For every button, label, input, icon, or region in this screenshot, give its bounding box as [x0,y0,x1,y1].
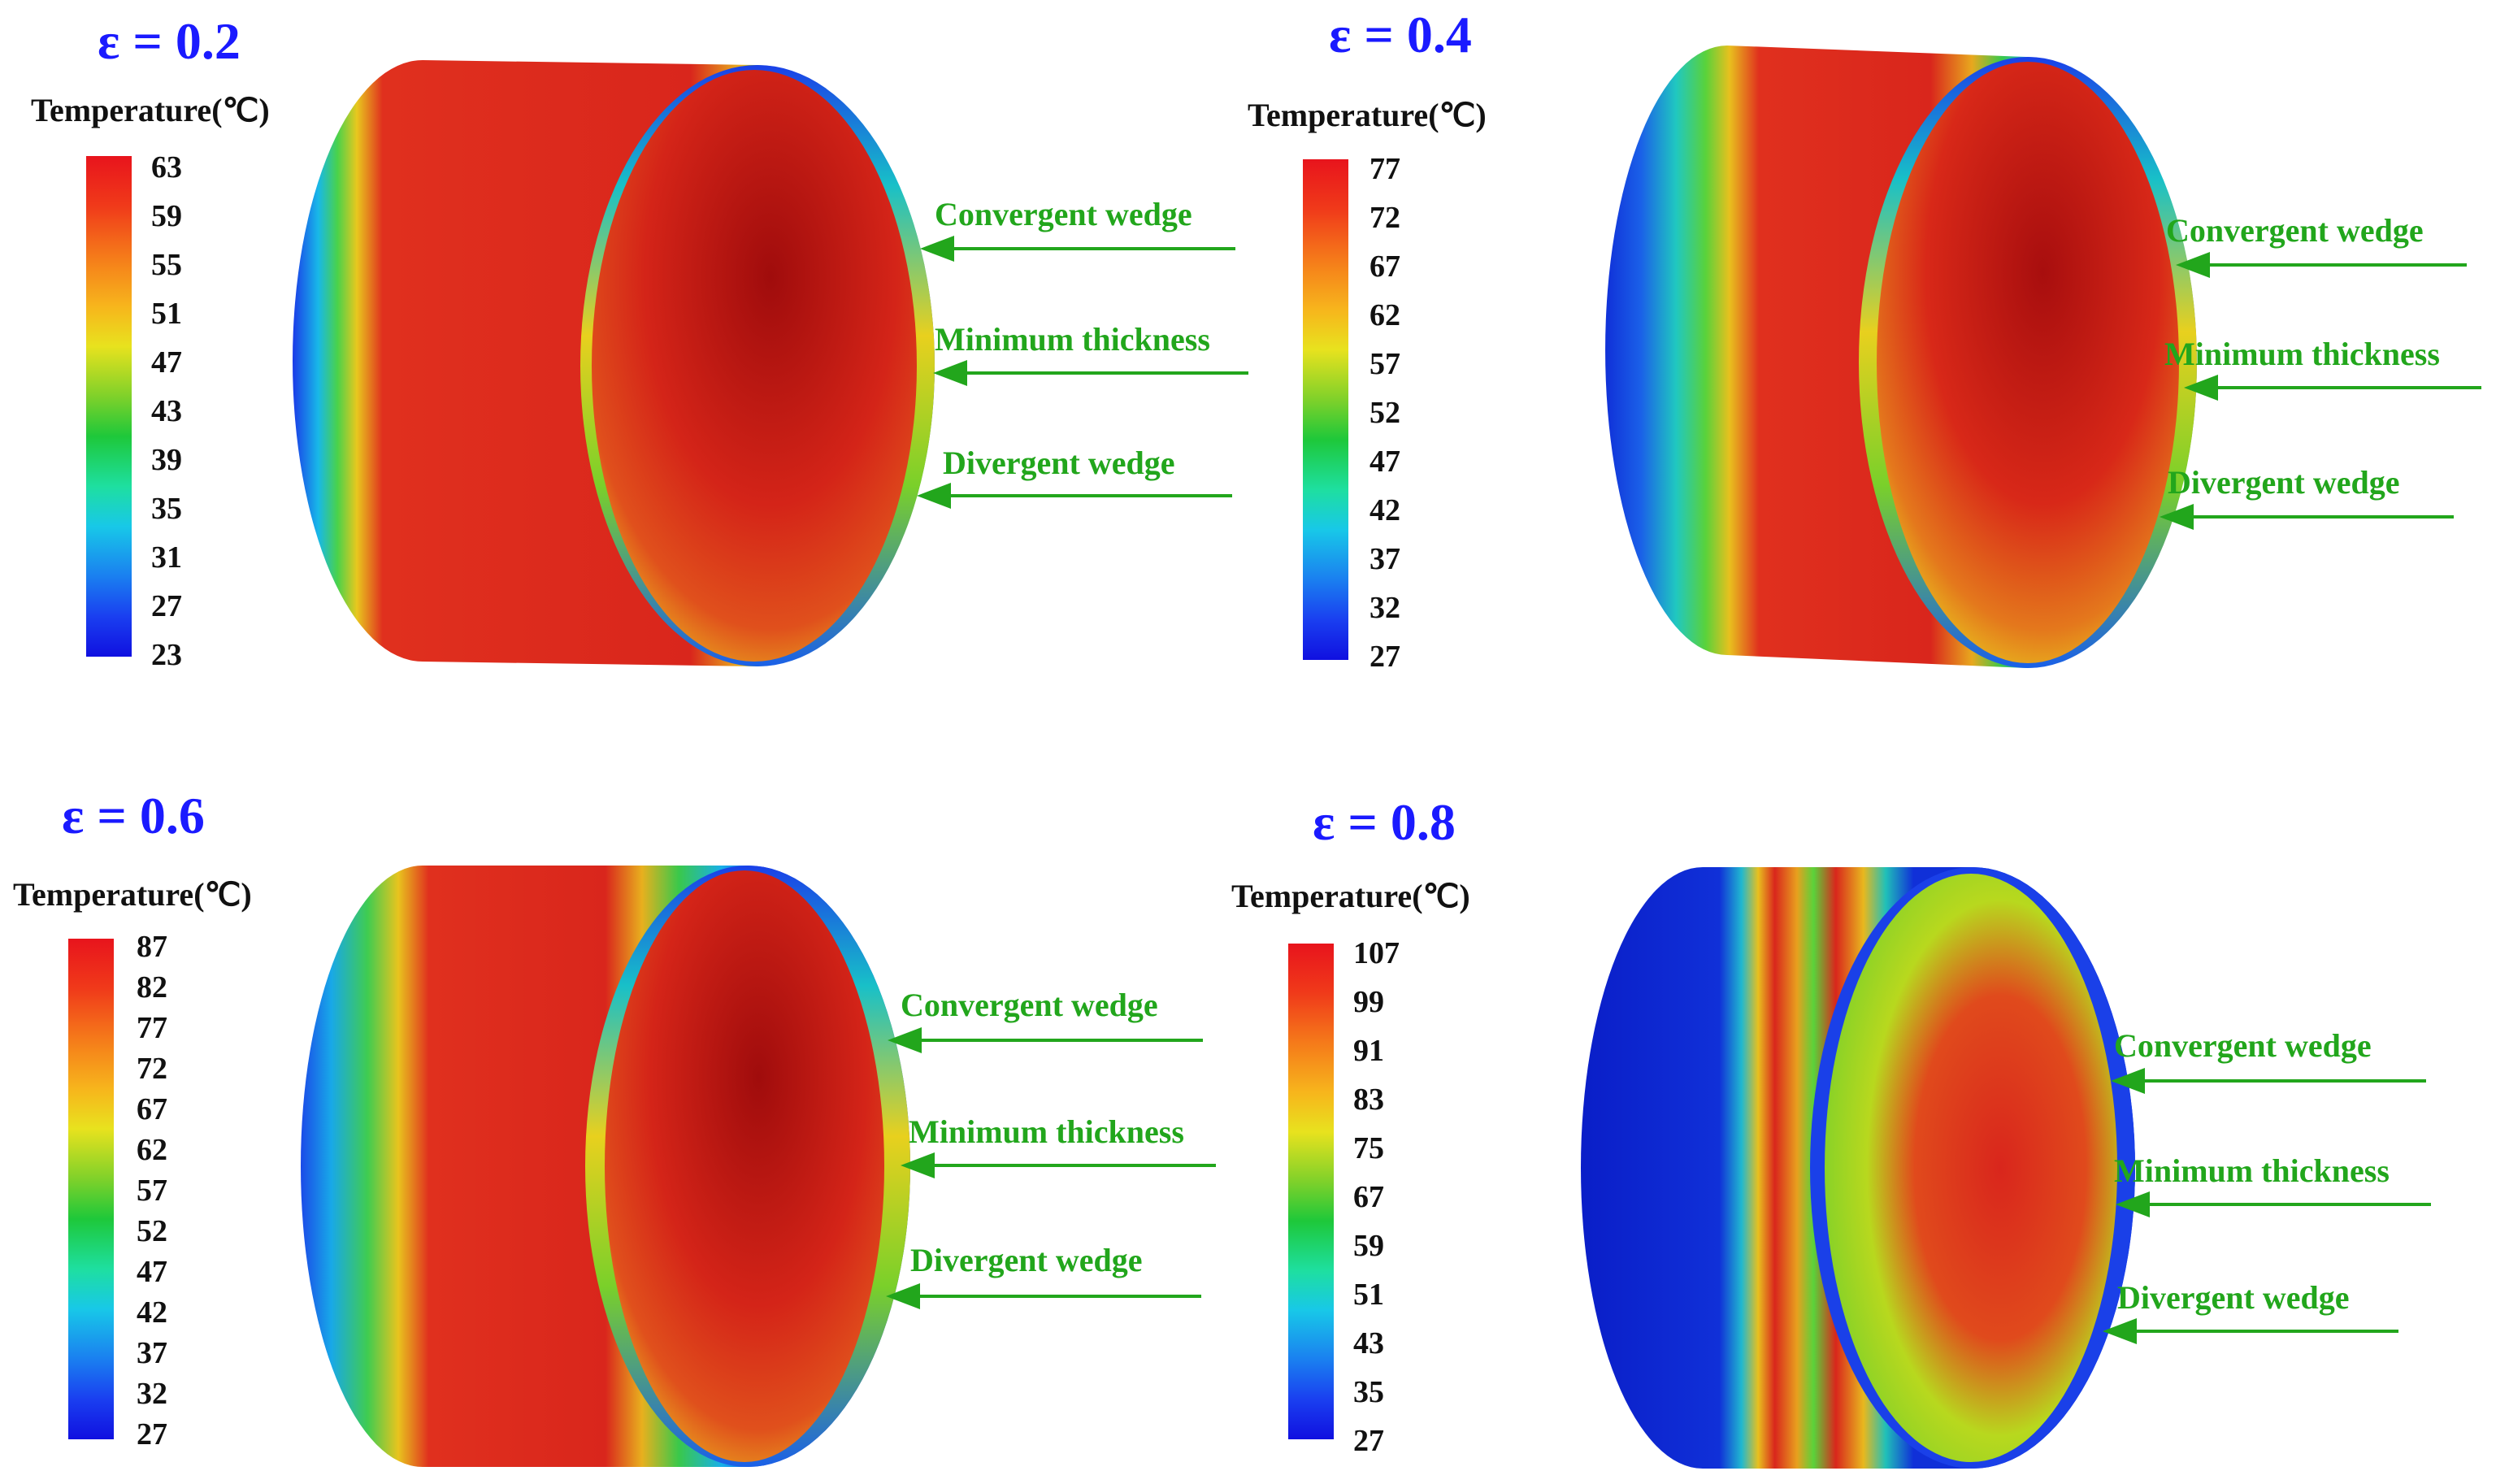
tick-label: 47 [151,345,182,380]
tick-label: 99 [1353,985,1384,1019]
epsilon-label: ε = 0.6 [62,787,205,844]
tick-label: 107 [1353,936,1400,970]
tick-label: 43 [151,394,182,428]
tick-label: 39 [151,443,182,477]
tick-label: 27 [1353,1424,1384,1458]
divergent-wedge-label: Divergent wedge [2117,1279,2350,1316]
tick-label: 47 [137,1255,167,1289]
annotation-arrows [886,1027,1216,1309]
epsilon-label: ε = 0.8 [1313,793,1456,851]
tick-label: 32 [137,1377,167,1411]
tick-label: 91 [1353,1034,1384,1068]
tick-label: 27 [1370,640,1400,674]
colorbar [1303,159,1348,660]
legend-title: Temperature(℃) [1231,878,1470,914]
tick-label: 72 [1370,201,1400,235]
tick-label: 52 [137,1214,167,1248]
tick-label: 55 [151,248,182,282]
tick-label: 62 [137,1133,167,1167]
cylinder-temperature-field [1581,867,2135,1469]
legend-title: Temperature(℃) [31,92,270,128]
panel-eps-0-8: ε = 0.8 Temperature(℃) 107 99 91 83 75 6… [1231,742,2495,1484]
annotation-arrows [2160,252,2481,530]
tick-label: 32 [1370,591,1400,625]
tick-label: 51 [151,297,182,331]
minimum-thickness-label: Minimum thickness [2114,1152,2390,1189]
cylinder-temperature-field [293,60,935,666]
tick-label: 87 [137,930,167,964]
convergent-wedge-label: Convergent wedge [901,987,1158,1023]
tick-label: 42 [1370,493,1400,527]
tick-label: 35 [151,492,182,526]
minimum-thickness-label: Minimum thickness [909,1113,1184,1150]
minimum-thickness-label: Minimum thickness [935,321,1210,358]
annotation-arrows [2103,1068,2431,1344]
tick-label: 43 [1353,1326,1384,1360]
tick-label: 72 [137,1052,167,1086]
divergent-wedge-label: Divergent wedge [2168,464,2400,501]
tick-label: 23 [151,638,182,672]
tick-label: 37 [137,1336,167,1370]
minimum-thickness-label: Minimum thickness [2164,336,2440,372]
legend-title: Temperature(℃) [1248,97,1487,133]
tick-label: 62 [1370,298,1400,332]
tick-label: 82 [137,970,167,1005]
tick-label: 83 [1353,1083,1384,1117]
colorbar [68,939,114,1439]
tick-label: 59 [151,199,182,233]
epsilon-label: ε = 0.4 [1329,6,1472,63]
colorbar [86,156,132,657]
divergent-wedge-label: Divergent wedge [910,1242,1143,1278]
tick-label: 27 [137,1417,167,1451]
tick-label: 31 [151,540,182,575]
tick-label: 37 [1370,542,1400,576]
cylinder-temperature-field [1605,46,2197,668]
convergent-wedge-label: Convergent wedge [2166,212,2424,249]
panel-eps-0-2: ε = 0.2 Temperature(℃) 63 59 55 51 47 43… [0,0,1248,742]
tick-label: 35 [1353,1375,1384,1409]
tick-label: 59 [1353,1229,1384,1263]
tick-label: 57 [137,1174,167,1208]
legend-title: Temperature(℃) [13,876,252,913]
convergent-wedge-label: Convergent wedge [935,196,1192,232]
tick-label: 52 [1370,396,1400,430]
convergent-wedge-label: Convergent wedge [2114,1027,2372,1064]
divergent-wedge-label: Divergent wedge [943,445,1175,481]
annotation-arrows [917,236,1248,509]
tick-label: 27 [151,589,182,623]
tick-label: 42 [137,1295,167,1330]
epsilon-label: ε = 0.2 [98,12,241,70]
tick-label: 67 [137,1092,167,1126]
tick-label: 57 [1370,347,1400,381]
tick-label: 67 [1353,1180,1384,1214]
tick-label: 63 [151,150,182,184]
tick-label: 47 [1370,445,1400,479]
colorbar [1288,944,1334,1439]
tick-label: 77 [137,1011,167,1045]
tick-label: 75 [1353,1131,1384,1165]
tick-label: 77 [1370,152,1400,186]
tick-label: 51 [1353,1278,1384,1312]
cylinder-temperature-field [301,866,910,1467]
panel-eps-0-4: ε = 0.4 Temperature(℃) 77 72 67 62 57 52… [1248,0,2495,742]
panel-eps-0-6: ε = 0.6 Temperature(℃) 87 82 77 72 67 62… [0,742,1248,1484]
tick-label: 67 [1370,250,1400,284]
